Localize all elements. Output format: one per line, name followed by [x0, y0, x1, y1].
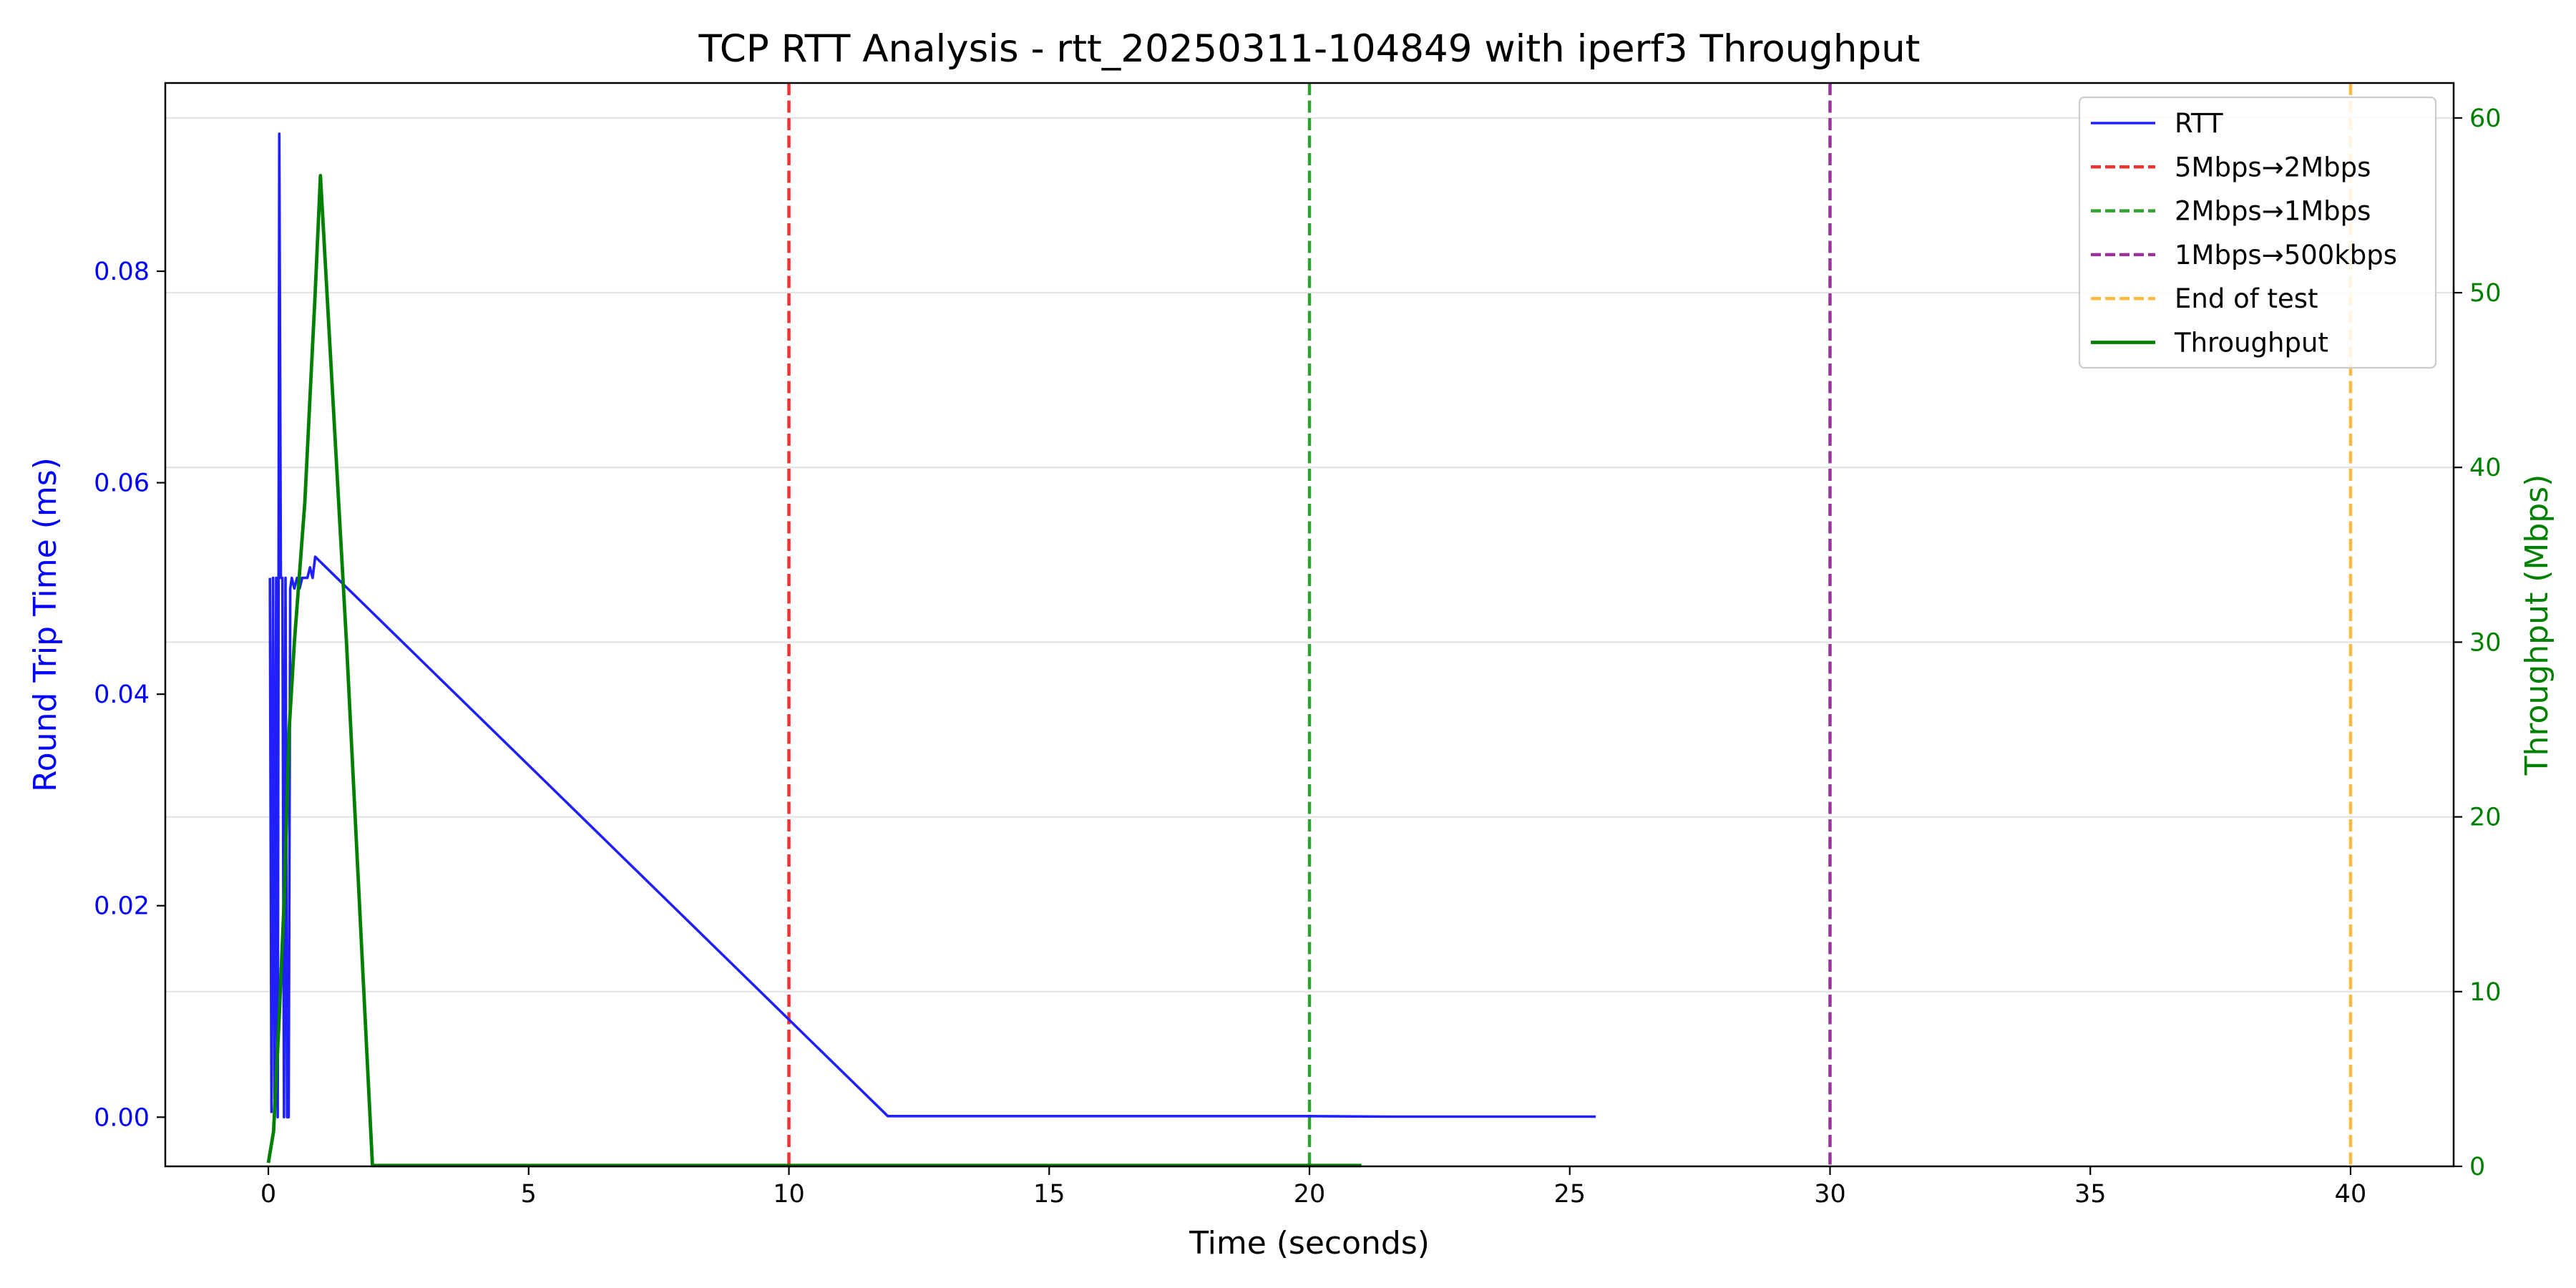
y-left-axis: 0.00 0.02 0.04 0.06 0.08 — [94, 258, 165, 1132]
x-tick-label: 15 — [1033, 1180, 1065, 1209]
y-left-tick-label: 0.02 — [94, 892, 150, 921]
legend-label: Throughput — [2174, 328, 2328, 358]
y-right-axis-label: Throughput (Mbps) — [2519, 474, 2555, 776]
x-tick-label: 20 — [1294, 1180, 1326, 1209]
y-right-axis: 0 10 20 30 40 50 60 — [2454, 104, 2502, 1181]
y-left-tick-label: 0.06 — [94, 469, 150, 498]
y-right-tick-label: 20 — [2469, 804, 2502, 832]
x-tick-label: 0 — [260, 1180, 276, 1209]
x-tick-label: 30 — [1814, 1180, 1846, 1209]
y-left-tick-label: 0.08 — [94, 258, 150, 286]
x-tick-label: 25 — [1553, 1180, 1586, 1209]
y-right-tick-label: 60 — [2469, 104, 2502, 133]
y-right-tick-label: 10 — [2469, 978, 2502, 1007]
y-right-tick-label: 30 — [2469, 628, 2502, 657]
x-axis-label: Time (seconds) — [1189, 1225, 1430, 1262]
series-layer — [266, 132, 1596, 1168]
chart-title: TCP RTT Analysis - rtt_20250311-104849 w… — [698, 27, 1921, 71]
legend-label: End of test — [2175, 283, 2318, 314]
legend-frame — [2078, 96, 2437, 369]
legend-label: 1Mbps→500kbps — [2175, 240, 2397, 270]
legend-label: 2Mbps→1Mbps — [2175, 196, 2371, 227]
x-axis: 0 5 10 15 20 25 30 35 40 — [260, 1166, 2366, 1209]
x-tick-label: 40 — [2335, 1180, 2367, 1209]
x-tick-label: 5 — [521, 1180, 537, 1209]
x-tick-label: 35 — [2074, 1180, 2107, 1209]
legend-label: 5Mbps→2Mbps — [2175, 152, 2371, 182]
y-left-axis-label: Round Trip Time (ms) — [27, 457, 64, 792]
y-right-tick-label: 50 — [2469, 279, 2502, 308]
y-right-tick-label: 0 — [2469, 1153, 2485, 1181]
x-tick-label: 10 — [773, 1180, 805, 1209]
rtt-line — [268, 132, 1596, 1119]
grid-layer — [165, 117, 2454, 992]
y-left-tick-label: 0.04 — [94, 680, 150, 709]
legend: RTT 5Mbps→2Mbps 2Mbps→1Mbps 1Mbps→500kbps En… — [2078, 96, 2437, 369]
y-right-tick-label: 40 — [2469, 454, 2502, 482]
y-left-tick-label: 0.00 — [94, 1103, 150, 1132]
legend-label: RTT — [2175, 108, 2223, 139]
